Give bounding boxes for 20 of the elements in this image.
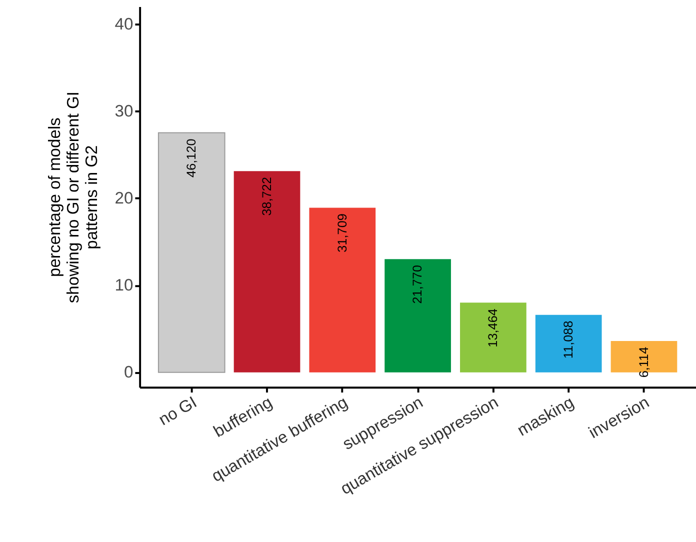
x-tick-label: no GI (155, 392, 200, 430)
annotation: 13,464 (486, 308, 500, 348)
y-tick-label: 0 (124, 362, 134, 382)
annotation: 31,709 (335, 214, 350, 252)
y-tick-label: 20 (114, 188, 134, 208)
annotation: 38,722 (260, 176, 274, 216)
y-tick-label: 40 (114, 14, 134, 34)
bar (384, 259, 451, 372)
y-tick-label: 30 (114, 101, 134, 120)
annotation: 21,770 (410, 264, 425, 304)
bar (158, 132, 226, 373)
annotation: 46,120 (184, 138, 199, 178)
annotation: 11,088 (561, 320, 576, 359)
y-tick-label: 10 (114, 276, 134, 295)
y-axis-title: percentage of models showing no GI or different GI patterns in G2 (45, 91, 102, 304)
bar (460, 302, 526, 372)
bar (535, 314, 602, 372)
annotation: 6,114 (636, 346, 651, 378)
bar (234, 171, 300, 372)
bar (309, 208, 376, 372)
